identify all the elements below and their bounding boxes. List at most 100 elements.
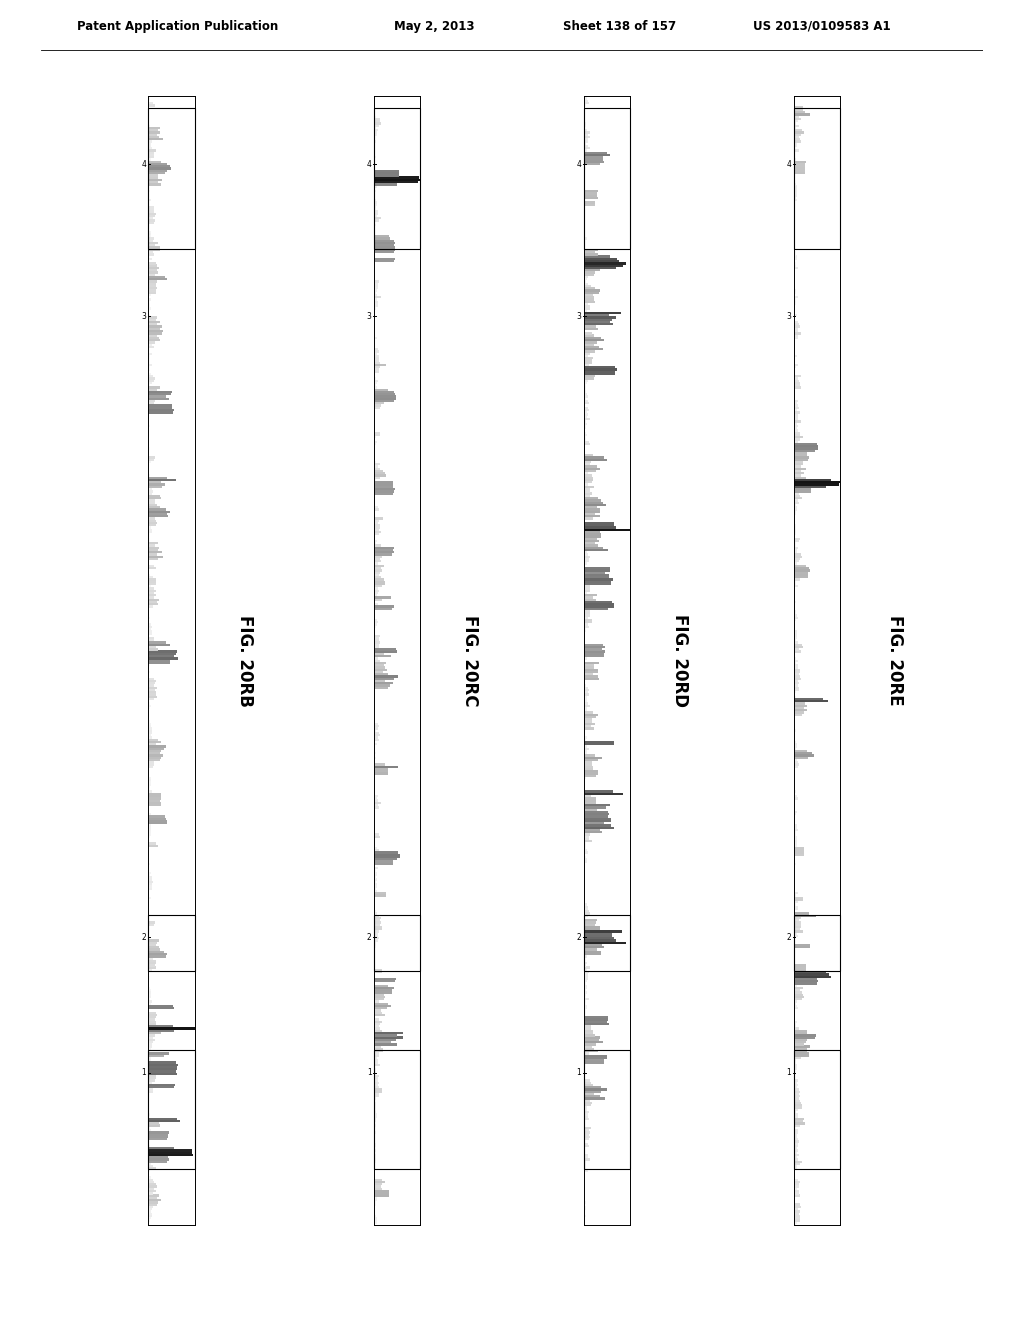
Bar [374,286,378,289]
Bar [584,123,586,124]
Bar [794,676,801,677]
Bar [794,190,797,193]
Bar [794,1045,810,1048]
Bar [148,343,152,346]
Bar [374,946,376,949]
Bar [374,436,376,438]
Text: FIG. 20RE: FIG. 20RE [886,615,904,706]
Bar [794,998,802,1001]
Bar [148,216,153,219]
Bar [374,883,377,886]
Bar [148,375,153,378]
Bar [794,260,796,263]
Bar [794,845,797,847]
Bar [148,731,153,734]
Bar [794,152,796,154]
Bar [584,326,596,327]
Bar [584,842,587,845]
Bar [794,120,798,123]
Bar [584,317,616,318]
Bar [584,1011,586,1014]
Bar [794,463,803,466]
Bar [584,403,589,404]
Bar [794,302,796,305]
Bar [794,366,797,368]
Bar [794,1188,797,1191]
Bar [584,131,590,133]
Bar [584,585,590,587]
Bar [794,964,806,966]
Bar [794,982,817,985]
Bar [148,693,156,696]
Bar [584,1127,591,1129]
Bar [374,581,385,583]
Bar [584,793,623,795]
Bar [374,1032,403,1035]
Bar [148,655,174,657]
Bar [794,863,796,865]
Bar [374,598,383,601]
Bar [374,178,420,181]
Bar [584,343,594,346]
Bar [374,585,382,587]
Bar [374,1055,380,1057]
Bar [584,924,595,925]
Text: 1: 1 [577,1068,582,1077]
Bar [148,152,154,154]
Bar [148,1179,154,1181]
Bar [374,1192,389,1195]
Bar [584,553,588,556]
Bar [584,483,588,486]
Bar [584,725,591,727]
Bar [374,260,394,263]
Bar [584,438,586,441]
Bar [584,445,585,447]
Bar [584,147,590,149]
Bar [374,124,379,127]
Bar [794,292,796,294]
Bar [584,715,596,718]
Bar [374,698,375,700]
Bar [148,1014,157,1016]
Bar [148,215,155,218]
Bar [584,1170,588,1172]
Bar [148,1016,157,1019]
Bar [148,1125,160,1127]
Bar [794,492,799,495]
Bar [584,1001,586,1003]
Bar [584,434,587,436]
Bar [584,801,596,804]
Bar [584,549,608,552]
Bar [374,350,379,352]
Bar [148,874,151,876]
Bar [584,356,593,359]
Bar [148,953,167,956]
Bar [374,606,394,607]
Bar [584,908,588,909]
Bar [794,508,798,511]
Bar [148,804,161,807]
Bar [148,957,154,960]
Text: 4: 4 [577,160,582,169]
Bar [148,626,153,628]
Bar [374,242,395,244]
Bar [374,723,378,725]
Bar [794,1003,797,1005]
Bar [584,630,586,632]
Bar [374,657,378,660]
Bar [794,671,800,673]
Bar [374,537,375,540]
Bar [148,1003,151,1005]
Bar [584,260,620,263]
Bar [148,209,154,210]
Bar [794,537,800,540]
Bar [584,546,603,549]
Bar [148,285,156,288]
Bar [794,1049,840,1168]
Bar [148,969,153,972]
Bar [148,143,152,145]
Bar [794,623,795,626]
Bar [584,746,587,747]
Bar [148,743,156,746]
Bar [794,391,795,393]
